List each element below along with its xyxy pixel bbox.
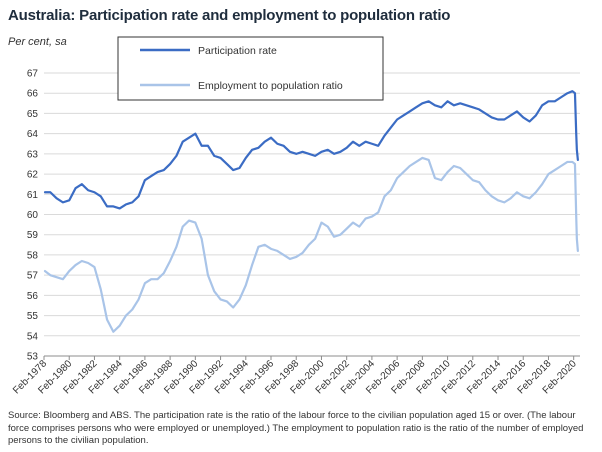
series-lines [43, 90, 579, 333]
series-line-employment-to-population-ratio [43, 156, 579, 333]
x-tick-labels: Feb-1978Feb-1980Feb-1982Feb-1984Feb-1986… [11, 356, 579, 396]
y-tick-label: 55 [27, 311, 39, 322]
y-tick-label: 54 [27, 331, 39, 342]
y-tick-label: 65 [27, 109, 39, 120]
y-tick-label: 63 [27, 149, 39, 160]
y-tick-label: 64 [27, 129, 39, 140]
y-tick-label: 58 [27, 250, 39, 261]
y-tick-label: 67 [27, 69, 39, 80]
y-tick-label: 56 [27, 291, 39, 302]
legend-label-employment-to-population-ratio: Employment to population ratio [198, 80, 343, 92]
y-tick-label: 57 [27, 271, 39, 282]
y-tick-label: 53 [27, 352, 39, 363]
y-tick-label: 61 [27, 190, 39, 201]
y-axis-unit-label: Per cent, sa [8, 36, 67, 48]
y-tick-label: 59 [27, 230, 39, 241]
y-tick-label: 60 [27, 210, 39, 221]
series-line-participation-rate [43, 90, 579, 210]
line-chart: 53 54 55 56 57 58 59 60 61 62 63 64 65 66 67 Feb-1978F… [11, 36, 580, 396]
y-tick-labels: 53 54 55 56 57 58 59 60 61 62 63 64 65 66 67 [27, 69, 39, 363]
y-tick-label: 66 [27, 89, 39, 100]
source-note: Source: Bloomberg and ABS. The participa… [8, 410, 584, 446]
y-tick-label: 62 [27, 170, 39, 181]
legend-box [117, 36, 384, 101]
legend-label-participation-rate: Participation rate [198, 45, 277, 57]
chart-title: Australia: Participation rate and employ… [8, 7, 451, 24]
legend: Participation rate Employment to populat… [117, 36, 384, 101]
